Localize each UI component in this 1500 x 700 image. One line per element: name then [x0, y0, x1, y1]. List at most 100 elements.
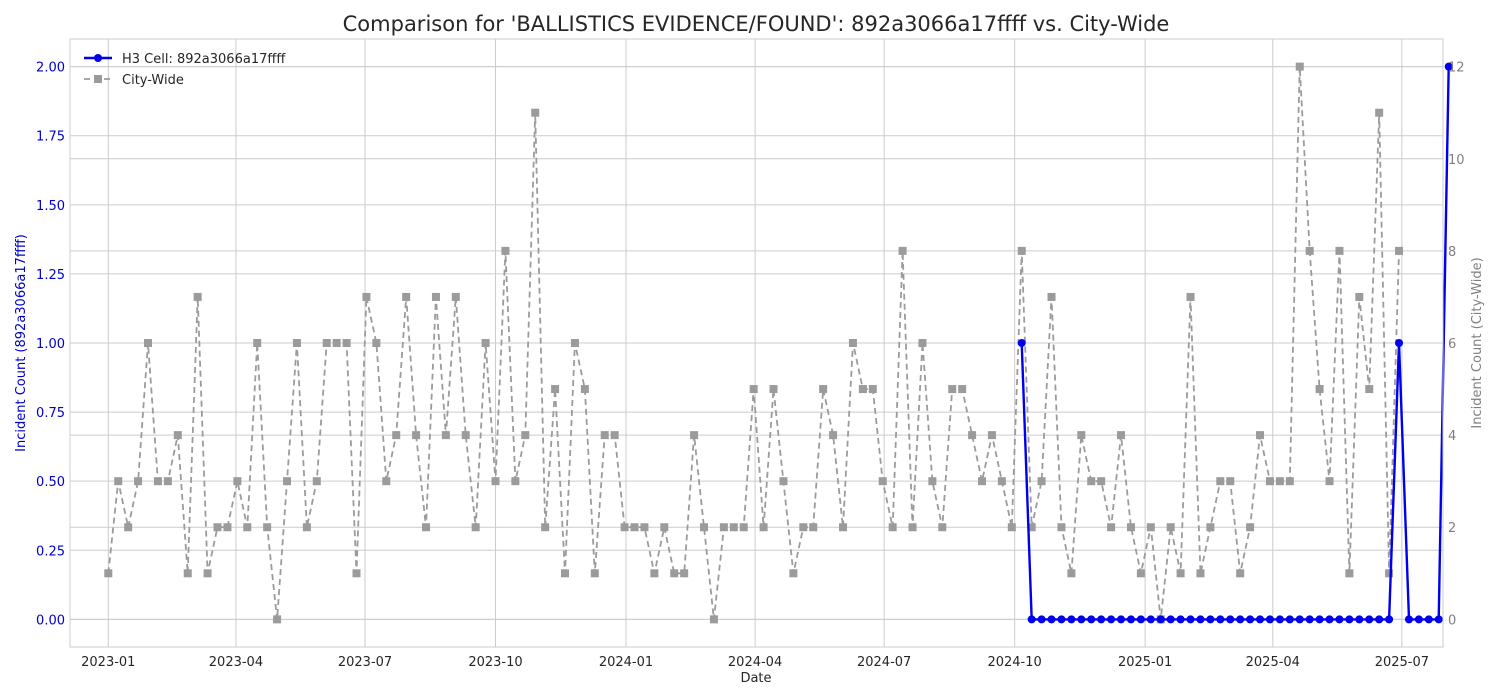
cell-data-point: [1146, 615, 1155, 624]
city-data-point: [372, 339, 381, 347]
city-data-point: [898, 246, 907, 255]
city-data-point: [263, 523, 272, 532]
y-right-tick-label: 0: [1448, 613, 1456, 628]
city-data-point: [422, 523, 431, 532]
y-axis-left-ticks: 0.00 0.25 0.50 0.75 1.00 1.25 1.50 1.75 2.00: [36, 61, 65, 629]
city-data-point: [1166, 523, 1175, 532]
city-data-point: [402, 292, 411, 301]
city-data-point: [392, 431, 401, 440]
y-left-tick-label: 0.50: [36, 475, 65, 490]
cell-data-point: [1424, 615, 1433, 624]
y-left-tick-label: 0.25: [36, 544, 65, 559]
cell-data-point: [1275, 615, 1284, 624]
legend-city-label: City-Wide: [122, 73, 184, 88]
y-left-tick-label: 0.75: [36, 406, 65, 421]
x-tick-label: 2023-01: [81, 655, 135, 670]
city-data-point: [1097, 477, 1106, 486]
cell-data-point: [1156, 615, 1165, 624]
legend-cell-label: H3 Cell: 892a3066a17ffff: [122, 52, 286, 67]
legend-cell-marker: [94, 54, 102, 62]
city-data-point: [799, 523, 808, 532]
y-right-tick-label: 6: [1448, 337, 1456, 352]
series-city: [104, 62, 1404, 624]
city-data-point: [878, 477, 887, 486]
cell-data-point: [1256, 615, 1265, 624]
city-data-point: [1087, 477, 1096, 486]
city-data-point: [1176, 569, 1185, 578]
city-data-point: [938, 523, 947, 532]
cell-data-point: [1117, 615, 1126, 624]
city-data-point: [481, 339, 490, 347]
city-data-point: [1196, 569, 1205, 578]
city-data-point: [551, 385, 560, 394]
y-right-tick-label: 2: [1448, 521, 1456, 536]
city-data-point: [412, 431, 421, 440]
city-data-point: [769, 385, 778, 394]
city-data-point: [441, 431, 450, 440]
city-data-point: [1146, 523, 1155, 532]
city-data-point: [1395, 246, 1404, 255]
cell-data-point: [1236, 615, 1245, 624]
cell-data-point: [1385, 615, 1394, 624]
city-data-point: [124, 523, 133, 532]
city-data-point: [521, 431, 530, 440]
city-data-point: [1305, 246, 1314, 255]
cell-data-point: [1365, 615, 1374, 624]
city-data-point: [332, 339, 341, 347]
city-data-point: [352, 569, 361, 578]
city-data-point: [1285, 477, 1294, 486]
city-data-point: [868, 385, 877, 394]
cell-data-point: [1375, 615, 1384, 624]
city-data-point: [620, 523, 629, 532]
city-data-point: [501, 246, 510, 255]
x-tick-label: 2025-07: [1375, 655, 1429, 670]
y-axis-right-label: Incident Count (City-Wide): [1470, 257, 1485, 428]
y-left-tick-label: 0.00: [36, 613, 65, 628]
city-data-point: [491, 477, 500, 486]
chart-title: Comparison for 'BALLISTICS EVIDENCE/FOUN…: [343, 12, 1170, 36]
city-data-point: [322, 339, 331, 347]
city-data-point: [1246, 523, 1255, 532]
y-left-tick-label: 1.25: [36, 268, 65, 283]
city-data-point: [1007, 523, 1016, 532]
cell-data-point: [1176, 615, 1185, 624]
cell-data-point: [1057, 615, 1066, 624]
y-left-tick-label: 2.00: [36, 61, 65, 76]
cell-data-point: [1325, 615, 1334, 624]
city-data-point: [928, 477, 937, 486]
city-data-point: [431, 292, 440, 301]
city-data-point: [1206, 523, 1215, 532]
city-data-point: [312, 477, 321, 486]
city-data-point: [233, 477, 242, 486]
city-data-point: [541, 523, 550, 532]
city-data-point: [1365, 385, 1374, 394]
y-left-tick-label: 1.00: [36, 337, 65, 352]
city-data-point: [173, 431, 182, 440]
x-tick-label: 2024-01: [599, 655, 653, 670]
city-data-point: [511, 477, 520, 486]
cell-data-point: [1097, 615, 1106, 624]
city-data-point: [779, 477, 788, 486]
legend: H3 Cell: 892a3066a17ffff City-Wide: [84, 52, 286, 88]
city-data-point: [1136, 569, 1145, 578]
city-data-point: [680, 569, 689, 578]
x-axis-ticks: 2023-01 2023-04 2023-07 2023-10 2024-01 2024-…: [81, 655, 1429, 670]
city-data-point: [809, 523, 818, 532]
y-left-tick-label: 1.50: [36, 199, 65, 214]
x-tick-label: 2023-04: [209, 655, 263, 670]
x-tick-label: 2023-10: [468, 655, 522, 670]
city-data-point: [1236, 569, 1245, 578]
cell-data-point: [1017, 339, 1026, 347]
y-right-tick-label: 8: [1448, 245, 1456, 260]
city-data-point: [253, 339, 262, 347]
cell-data-point: [1305, 615, 1314, 624]
city-data-point: [471, 523, 480, 532]
city-data-point: [1345, 569, 1354, 578]
city-data-point: [382, 477, 391, 486]
city-data-point: [670, 569, 679, 578]
city-data-point: [1256, 431, 1265, 440]
city-data-point: [1017, 246, 1026, 255]
city-data-point: [630, 523, 639, 532]
